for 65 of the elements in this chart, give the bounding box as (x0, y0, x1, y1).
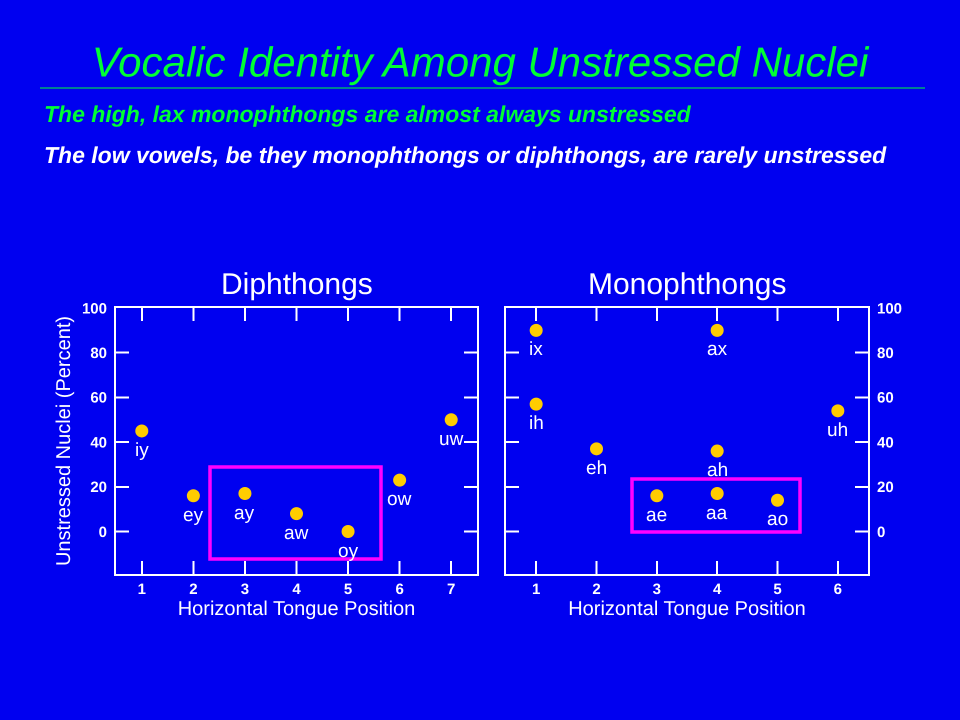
y-tick-label: 100 (877, 300, 902, 318)
x-axis-title: Horizontal Tongue Position (178, 598, 416, 620)
y-tick-label: 60 (90, 390, 107, 407)
point (771, 494, 784, 507)
point (831, 404, 844, 418)
text: Vocalic Identity Among Unstressed Nuclei (92, 38, 870, 86)
x-tick-label: 5 (773, 581, 782, 598)
y-tick-label: 0 (877, 524, 886, 541)
annotation: ow (387, 489, 412, 510)
annotation: ax (707, 339, 728, 360)
point (186, 489, 200, 502)
y-tick-label: 80 (90, 344, 107, 362)
x-tick-label: 4 (713, 581, 722, 598)
y-tick-label: 60 (877, 390, 894, 407)
annotation: uh (827, 420, 848, 441)
x-tick-label: 6 (834, 581, 842, 598)
point (590, 442, 603, 456)
annotation: ey (183, 505, 204, 526)
text: The low vowels, be they monophthongs or diphthongs, are rarely unstressed (44, 142, 888, 168)
x-tick-label: 7 (447, 581, 456, 598)
annotation: ao (767, 509, 788, 530)
annotation: iy (135, 440, 150, 461)
annotation: ae (646, 505, 668, 526)
x-axis-title: Horizontal Tongue Position (568, 598, 806, 620)
point (710, 324, 724, 337)
point (342, 525, 355, 538)
y-tick-label: 40 (877, 434, 894, 452)
y-tick-label: 100 (82, 300, 107, 318)
annotation: uw (439, 429, 464, 450)
x-tick-label: 4 (292, 581, 302, 598)
chart-title: Diphthongs (221, 268, 373, 301)
x-tick-label: 3 (240, 581, 250, 598)
annotation: aw (284, 523, 309, 544)
x-tick-label: 6 (395, 581, 404, 598)
point (290, 507, 303, 520)
x-tick-label: 5 (344, 581, 352, 598)
point (444, 413, 458, 426)
y-tick-label: 0 (98, 524, 107, 541)
point (530, 324, 543, 337)
annotation: ih (529, 413, 544, 434)
y-axis-title: Unstressed Nuclei (Percent) (52, 316, 75, 566)
point (393, 474, 406, 487)
point (238, 487, 252, 500)
x-tick-label: 3 (652, 581, 661, 598)
x-tick-label: 2 (592, 581, 601, 598)
point (710, 487, 724, 500)
point (135, 424, 148, 438)
text: The high, lax monophthongs are almost always unstressed (44, 101, 692, 127)
y-tick-label: 20 (90, 479, 107, 496)
x-tick-label: 2 (189, 581, 198, 598)
point (710, 444, 724, 458)
chart-title: Monophthongs (588, 268, 786, 301)
y-tick-label: 80 (877, 344, 894, 362)
annotation: aa (706, 503, 728, 524)
annotation: ay (234, 503, 255, 524)
x-tick-label: 1 (138, 581, 146, 598)
annotation: ix (529, 339, 544, 360)
point (530, 398, 543, 411)
point (650, 489, 664, 502)
annotation: ah (707, 460, 728, 481)
x-tick-label: 1 (532, 581, 540, 598)
y-tick-label: 40 (90, 434, 107, 452)
annotation: oy (338, 541, 359, 562)
y-tick-label: 20 (877, 479, 894, 496)
annotation: eh (586, 458, 608, 479)
